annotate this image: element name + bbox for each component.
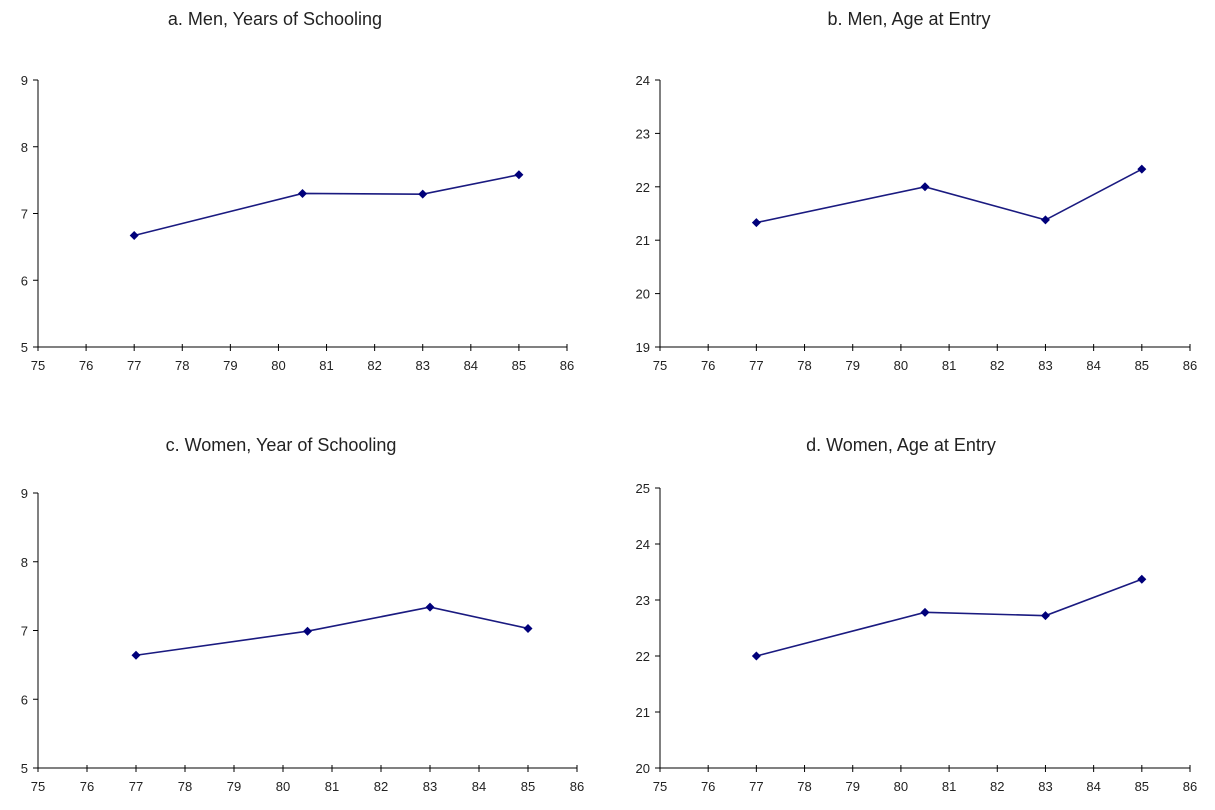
- x-tick-label-d: 78: [797, 779, 811, 794]
- data-point-c: [425, 602, 435, 612]
- y-tick-label-d: 22: [636, 649, 650, 664]
- x-tick-label-c: 82: [374, 779, 388, 794]
- x-tick-label-c: 75: [31, 779, 45, 794]
- data-point-b: [1040, 215, 1050, 225]
- series-line-c: [135, 606, 529, 657]
- data-point-d: [1137, 574, 1147, 584]
- data-point-a: [298, 188, 307, 198]
- data-point-a: [129, 231, 139, 241]
- x-tick-label-d: 84: [1086, 779, 1100, 794]
- x-tick-label-a: 79: [223, 358, 237, 373]
- y-tick-label-b: 23: [636, 126, 650, 141]
- x-tick-label-c: 84: [472, 779, 486, 794]
- x-tick-label-c: 78: [178, 779, 192, 794]
- y-tick-label-b: 24: [636, 73, 650, 88]
- x-tick-label-b: 82: [990, 358, 1004, 373]
- x-tick-label-b: 79: [845, 358, 859, 373]
- y-tick-label-a: 8: [21, 140, 28, 155]
- x-tick-label-a: 83: [415, 358, 429, 373]
- x-tick-label-d: 83: [1038, 779, 1052, 794]
- y-tick-label-d: 20: [636, 761, 650, 776]
- x-tick-label-a: 82: [367, 358, 381, 373]
- x-tick-label-a: 81: [319, 358, 333, 373]
- y-tick-label-d: 21: [636, 705, 650, 720]
- y-tick-label-c: 5: [21, 761, 28, 776]
- x-tick-label-c: 76: [80, 779, 94, 794]
- chart-title-d: d. Women, Age at Entry: [806, 435, 996, 455]
- y-tick-label-a: 5: [21, 340, 28, 355]
- y-tick-label-d: 24: [636, 537, 650, 552]
- y-tick-label-c: 9: [21, 486, 28, 501]
- y-tick-label-b: 22: [636, 180, 650, 195]
- y-tick-label-a: 6: [21, 273, 28, 288]
- series-line-b: [756, 168, 1143, 224]
- x-tick-label-c: 79: [227, 779, 241, 794]
- series-line-a: [133, 174, 520, 237]
- data-point-d: [751, 651, 761, 661]
- y-tick-label-a: 7: [21, 207, 28, 222]
- x-tick-label-c: 80: [276, 779, 290, 794]
- series-line-d: [756, 578, 1143, 657]
- chart-title-b: b. Men, Age at Entry: [827, 9, 991, 29]
- x-tick-label-a: 75: [31, 358, 45, 373]
- y-tick-label-b: 20: [636, 287, 650, 302]
- y-tick-label-b: 21: [636, 233, 650, 248]
- x-tick-label-c: 86: [570, 779, 584, 794]
- x-tick-label-d: 82: [990, 779, 1004, 794]
- x-tick-label-b: 85: [1135, 358, 1149, 373]
- y-tick-label-a: 9: [21, 73, 28, 88]
- chart-title-a: a. Men, Years of Schooling: [167, 9, 383, 29]
- x-tick-label-b: 78: [797, 358, 811, 373]
- chart-title-c: c. Women, Year of Schooling: [165, 435, 397, 455]
- data-point-b: [1137, 164, 1147, 174]
- x-tick-label-d: 85: [1135, 779, 1149, 794]
- x-tick-label-d: 77: [749, 779, 763, 794]
- x-tick-label-b: 80: [894, 358, 908, 373]
- x-tick-label-a: 76: [79, 358, 93, 373]
- x-tick-label-a: 80: [271, 358, 285, 373]
- x-tick-label-b: 81: [942, 358, 956, 373]
- data-point-b: [920, 182, 930, 192]
- x-tick-label-a: 85: [512, 358, 526, 373]
- x-tick-label-b: 75: [653, 358, 667, 373]
- x-tick-label-d: 81: [942, 779, 956, 794]
- x-tick-label-a: 77: [127, 358, 141, 373]
- y-tick-label-c: 6: [21, 692, 28, 707]
- x-tick-label-a: 84: [464, 358, 478, 373]
- x-tick-label-c: 83: [423, 779, 437, 794]
- x-tick-label-b: 83: [1038, 358, 1052, 373]
- data-point-d: [1040, 611, 1050, 621]
- x-tick-label-c: 85: [521, 779, 535, 794]
- x-tick-label-a: 78: [175, 358, 189, 373]
- y-tick-label-d: 25: [636, 481, 650, 496]
- x-tick-label-b: 77: [749, 358, 763, 373]
- data-point-c: [131, 650, 141, 660]
- x-tick-label-b: 84: [1086, 358, 1100, 373]
- data-point-a: [418, 189, 428, 199]
- x-tick-label-a: 86: [560, 358, 574, 373]
- y-tick-label-c: 8: [21, 555, 28, 570]
- x-tick-label-b: 86: [1183, 358, 1197, 373]
- y-tick-label-c: 7: [21, 624, 28, 639]
- data-point-d: [920, 607, 930, 617]
- x-tick-label-c: 81: [325, 779, 339, 794]
- data-point-c: [523, 623, 533, 633]
- x-tick-label-d: 80: [894, 779, 908, 794]
- x-tick-label-c: 77: [129, 779, 143, 794]
- y-tick-label-b: 19: [636, 340, 650, 355]
- x-tick-label-d: 79: [845, 779, 859, 794]
- x-tick-label-b: 76: [701, 358, 715, 373]
- data-point-a: [514, 170, 524, 180]
- data-point-b: [751, 218, 761, 228]
- x-tick-label-d: 76: [701, 779, 715, 794]
- x-tick-label-d: 75: [653, 779, 667, 794]
- x-tick-label-d: 86: [1183, 779, 1197, 794]
- data-point-c: [303, 626, 312, 636]
- y-tick-label-d: 23: [636, 593, 650, 608]
